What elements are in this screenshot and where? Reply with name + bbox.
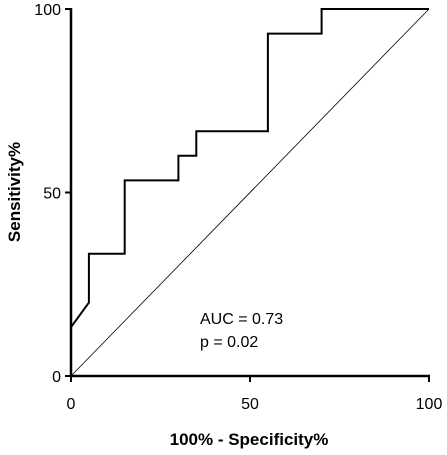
y-axis-title: Sensitivity% [5,142,24,242]
plot-area [70,8,430,377]
roc-curve-line [70,8,429,376]
reference-diagonal-line [70,8,430,377]
x-tick-label: 0 [67,396,76,413]
y-tick-label: 100 [34,2,61,19]
y-tick-label: 0 [52,369,61,386]
x-tick-label: 50 [241,396,259,413]
y-tick-label: 50 [43,186,61,203]
x-tick-label: 100 [416,396,443,413]
x-axis-title: 100% - Specificity% [170,430,329,449]
auc-annotation: AUC = 0.73 [200,311,283,328]
axes: 0 50 100 0 50 100 [34,2,442,413]
p-value-annotation: p = 0.02 [200,334,258,351]
